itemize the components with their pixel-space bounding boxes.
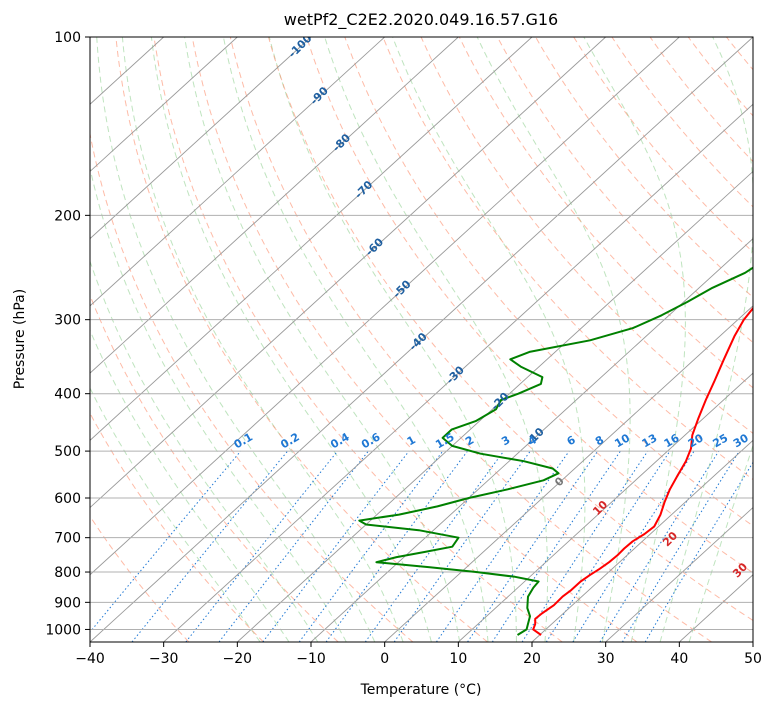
- moist-adiabat-line: [90, 259, 319, 642]
- dry-adiabat-line: [420, 37, 753, 434]
- isotherm-line: [90, 37, 312, 240]
- mixing-ratio-label: 36: [752, 431, 772, 450]
- moist-adiabat-line: [324, 37, 549, 642]
- x-axis: −40 −30 −20 −10 0 10 20 30 40 50: [75, 642, 762, 667]
- moist-adiabat-line: [583, 37, 686, 642]
- moist-adiabat-line: [476, 37, 631, 642]
- isotherms: [90, 37, 753, 642]
- isotherm-line: [90, 37, 533, 441]
- dry-adiabat-line: [573, 37, 753, 253]
- mixing-ratio-line: [364, 450, 505, 642]
- x-tick-label: 0: [380, 651, 389, 667]
- dry-adiabat-line: [268, 37, 753, 622]
- x-tick-label: −10: [296, 651, 326, 667]
- y-tick-label: 100: [54, 30, 81, 46]
- dry-adiabat-line: [90, 412, 264, 642]
- moist-adiabat-line: [121, 37, 404, 642]
- moist-adiabats: [90, 37, 753, 642]
- isotherm-line: [605, 506, 753, 642]
- x-tick-label: 10: [449, 651, 467, 667]
- dry-adiabats: [90, 37, 753, 642]
- dry-adiabat-line: [191, 37, 638, 642]
- dry-adiabat-line: [90, 293, 339, 642]
- dry-adiabat-line: [229, 37, 712, 642]
- y-tick-label: 800: [54, 565, 81, 581]
- dry-adiabat-line: [496, 37, 753, 344]
- y-tick-label: 700: [54, 531, 81, 547]
- isotherm-line: [90, 37, 753, 642]
- y-tick-label: 200: [54, 208, 81, 224]
- mixing-ratio-line: [644, 461, 753, 642]
- x-tick-label: −20: [223, 651, 253, 667]
- plot-frame: [89, 36, 754, 643]
- mixing-ratio-line: [218, 450, 369, 642]
- mixing-ratio-line: [262, 450, 410, 642]
- moist-adiabat-line: [184, 37, 461, 642]
- isotherm-line: [384, 305, 753, 642]
- isotherm-line: [237, 170, 753, 642]
- y-tick-label: 1000: [45, 622, 81, 638]
- mixing-ratio-lines: [90, 450, 753, 642]
- isotherm-line: [90, 37, 680, 576]
- y-tick-label: 600: [54, 491, 81, 507]
- moist-adiabat-line: [268, 37, 517, 642]
- moist-adiabat-line: [150, 37, 432, 642]
- y-tick-label: 300: [54, 313, 81, 329]
- mixing-ratio-line: [393, 450, 531, 642]
- pressure-gridlines: [90, 37, 753, 630]
- mixing-ratio-line: [131, 450, 288, 642]
- x-tick-label: 50: [744, 651, 762, 667]
- moist-adiabat-line: [392, 37, 586, 642]
- isotherm-line: [90, 37, 385, 307]
- isotherm-line: [90, 37, 238, 173]
- dry-adiabat-line: [90, 131, 414, 642]
- mixing-ratio-line: [545, 450, 671, 642]
- y-tick-label: 900: [54, 595, 81, 611]
- x-tick-label: 20: [523, 651, 541, 667]
- moist-adiabat-line: [96, 37, 376, 642]
- dewpoint-trace: [358, 266, 753, 636]
- dry-adiabat-line: [115, 37, 488, 642]
- mixing-ratio-line: [599, 450, 720, 642]
- moist-adiabat-line: [688, 444, 753, 642]
- isotherm-line: [90, 37, 459, 374]
- mixing-ratio-line: [467, 450, 599, 642]
- dry-adiabat-line: [306, 37, 753, 574]
- isotherm-line: [310, 238, 753, 642]
- y-axis: 100 200 300 400 500 600 700 800 900 1000: [45, 30, 90, 638]
- dry-adiabat-line: [344, 37, 753, 527]
- moist-adiabat-line: [659, 37, 753, 642]
- isotherm-line: [90, 37, 606, 509]
- dry-adiabat-line: [458, 37, 753, 389]
- plot-area: -100-90-80-70-60-50-40-30-20-1000.1 0.2 0.…: [90, 37, 772, 642]
- x-tick-label: 30: [597, 651, 615, 667]
- mixing-ratio-line: [621, 450, 740, 642]
- x-axis-title: Temperature (°C): [360, 682, 482, 698]
- isotherm-line: [458, 372, 753, 642]
- temperature-trace: [532, 306, 753, 636]
- y-tick-label: 500: [54, 444, 81, 460]
- isotherm-line: [163, 103, 753, 642]
- x-tick-label: 40: [670, 651, 688, 667]
- x-tick-label: −30: [149, 651, 179, 667]
- moist-adiabat-line: [90, 387, 261, 642]
- moist-adiabat-line: [90, 328, 290, 642]
- chart-title: wetPf2_C2E2.2020.049.16.57.G16: [284, 10, 558, 30]
- x-tick-label: −40: [75, 651, 105, 667]
- dry-adiabat-line: [649, 37, 753, 163]
- dry-adiabat-line: [153, 37, 563, 642]
- mixing-ratio-line: [90, 450, 242, 633]
- y-tick-label: 400: [54, 387, 81, 403]
- moist-adiabat-line: [90, 165, 347, 642]
- mixing-ratio-line: [185, 450, 338, 642]
- sounding-traces: [358, 266, 753, 636]
- isotherm-line: [531, 439, 753, 642]
- y-axis-title: Pressure (hPa): [12, 289, 28, 389]
